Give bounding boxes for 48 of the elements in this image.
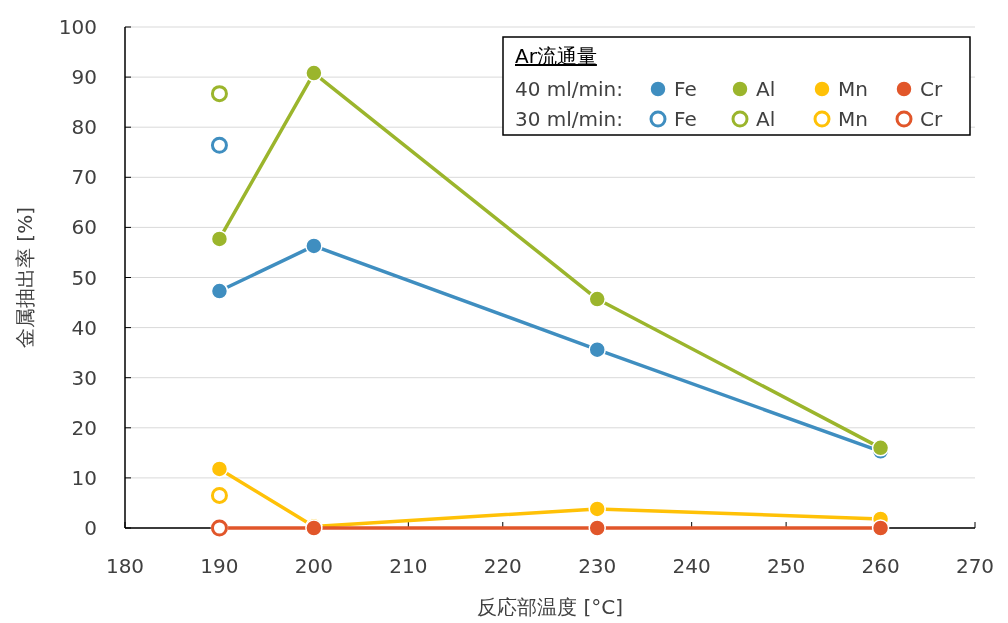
point	[871, 519, 890, 537]
x-tick-label: 210	[389, 554, 428, 578]
annotation: 30 ml/min:	[515, 107, 624, 131]
point	[305, 237, 323, 255]
y-tick-label: 0	[84, 516, 97, 540]
y-tick-label: 20	[71, 415, 97, 440]
point	[210, 282, 229, 300]
x-tick-label: 240	[672, 554, 711, 578]
y-tick-label: 10	[71, 465, 97, 490]
annotation: 40 ml/min:	[515, 77, 624, 101]
point	[210, 460, 229, 478]
point	[210, 136, 228, 154]
legend-label: Fe	[674, 77, 697, 101]
legend-label: Cr	[920, 107, 943, 131]
y-tick-label: 40	[71, 315, 97, 340]
x-tick-label: 230	[578, 554, 617, 578]
legend-label: Mn	[838, 107, 868, 131]
x-tick-label: 200	[294, 554, 333, 578]
point	[210, 85, 228, 103]
x-tick-label: 190	[200, 554, 239, 578]
legend-label: Al	[756, 107, 776, 131]
y-tick-label: 60	[71, 215, 97, 240]
x-tick-label: 260	[861, 554, 900, 578]
legend-label: Al	[756, 77, 776, 101]
point	[588, 519, 606, 537]
point	[305, 64, 323, 82]
x-tick-label: 220	[483, 554, 522, 578]
point	[871, 439, 890, 457]
x-tick-label: 270	[955, 554, 995, 578]
point	[588, 290, 606, 308]
point	[588, 500, 606, 518]
legend-label: Fe	[674, 107, 697, 131]
legend-label: Mn	[838, 77, 868, 101]
point	[210, 230, 229, 248]
y-tick-label: 70	[71, 165, 97, 190]
x-axis-title: 反応部温度 [°C]	[477, 595, 623, 619]
y-axis-title: 金属抽出率 [%]	[13, 207, 37, 348]
y-tick-label: 90	[71, 65, 97, 90]
y-tick-label: 30	[71, 365, 97, 390]
y-tick-label: 80	[71, 115, 97, 140]
x-tick-label: 180	[105, 554, 145, 578]
point	[210, 486, 228, 504]
y-tick-label: 50	[71, 265, 97, 290]
point	[588, 340, 606, 359]
legend-label: Cr	[920, 77, 943, 101]
x-tick-label: 250	[767, 554, 806, 578]
y-tick-label: 100	[58, 15, 97, 39]
legend-title: Ar流通量	[515, 44, 597, 68]
